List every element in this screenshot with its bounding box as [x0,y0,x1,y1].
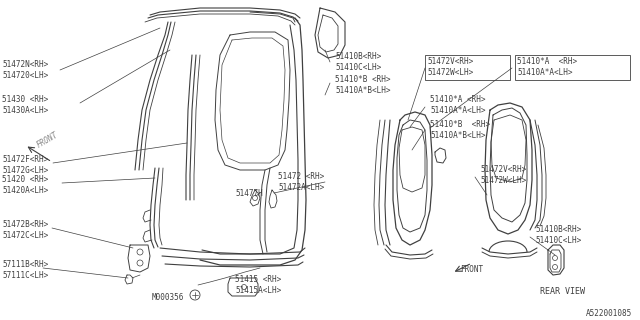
Text: 51410*A  <RH>
51410A*A<LH>: 51410*A <RH> 51410A*A<LH> [517,57,577,77]
Text: 51410*B  <RH>
51410A*B<LH>: 51410*B <RH> 51410A*B<LH> [430,120,490,140]
Text: FRONT: FRONT [460,265,483,274]
Text: 51472 <RH>
51472A<LH>: 51472 <RH> 51472A<LH> [278,172,324,192]
Text: 51472V<RH>
51472W<LH>: 51472V<RH> 51472W<LH> [427,57,473,77]
Text: 51420 <RH>
51420A<LH>: 51420 <RH> 51420A<LH> [2,175,48,195]
Text: M000356: M000356 [152,292,184,301]
Text: 51410*B <RH>
51410A*B<LH>: 51410*B <RH> 51410A*B<LH> [335,75,390,95]
Text: 51472V<RH>
51472W<LH>: 51472V<RH> 51472W<LH> [480,165,526,185]
Text: REAR VIEW: REAR VIEW [540,287,585,297]
Text: 51472F<RH>
51472G<LH>: 51472F<RH> 51472G<LH> [2,155,48,175]
Text: 51472B<RH>
51472C<LH>: 51472B<RH> 51472C<LH> [2,220,48,240]
Text: 51472N<RH>
514720<LH>: 51472N<RH> 514720<LH> [2,60,48,80]
Text: 51415 <RH>
51415A<LH>: 51415 <RH> 51415A<LH> [235,275,281,295]
Text: 51410B<RH>
51410C<LH>: 51410B<RH> 51410C<LH> [535,225,581,245]
Text: 57111B<RH>
57111C<LH>: 57111B<RH> 57111C<LH> [2,260,48,280]
Text: FRONT: FRONT [35,131,60,150]
Text: A522001085: A522001085 [586,308,632,317]
Text: 51410B<RH>
51410C<LH>: 51410B<RH> 51410C<LH> [335,52,381,72]
Text: 51477H: 51477H [235,188,263,197]
Text: 51410*A <RH>
51410A*A<LH>: 51410*A <RH> 51410A*A<LH> [430,95,486,115]
Text: 51430 <RH>
51430A<LH>: 51430 <RH> 51430A<LH> [2,95,48,115]
